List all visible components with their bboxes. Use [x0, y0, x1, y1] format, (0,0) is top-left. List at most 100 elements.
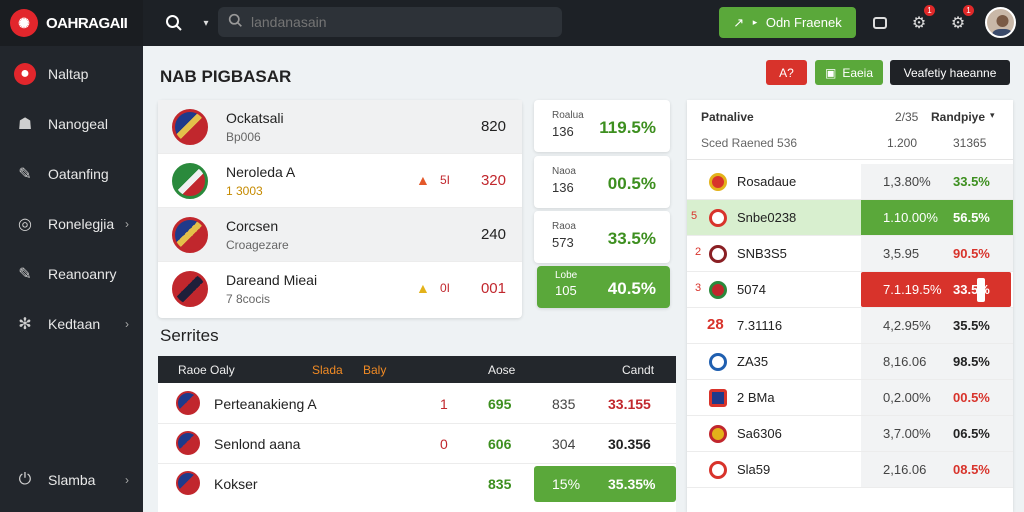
- row-a: 0: [440, 436, 448, 452]
- rank-v2: 00.5%: [953, 390, 990, 405]
- ranking-title: Patnalive: [701, 110, 754, 124]
- settings-icon: ✻: [18, 316, 32, 333]
- notification-badge: 1: [924, 5, 935, 16]
- row-shade: [861, 164, 1013, 199]
- team-crest-icon: [176, 471, 200, 495]
- row-shade: [861, 380, 1013, 415]
- table-row[interactable]: Sa6306 3,7.00% 06.5%: [687, 416, 1013, 452]
- action-button-2[interactable]: ▣ Eaeia: [815, 60, 883, 85]
- row-highlight: [534, 466, 676, 502]
- odds-card-highlight[interactable]: Lobe 105 40.5%: [537, 266, 670, 308]
- chevron-down-icon[interactable]: ▾: [203, 17, 209, 29]
- sidebar-item-ronelegjia[interactable]: ◎ Ronelegjia ›: [0, 202, 143, 246]
- row-c: 15%: [552, 476, 581, 492]
- inbox-icon[interactable]: [866, 9, 894, 37]
- header-col-2[interactable]: Slada: [312, 363, 343, 377]
- whistle-icon: ✎: [18, 266, 32, 283]
- series-table-header: Raoe Oaly Slada Baly Aose Candt: [158, 356, 676, 383]
- match-row[interactable]: Neroleda A 1 3003 ▲ 5I 320: [158, 154, 522, 208]
- table-row[interactable]: 28 7.31116 4,2.95% 35.5%: [687, 308, 1013, 344]
- table-row[interactable]: Rosadaue 1,3.80% 33.5%: [687, 164, 1013, 200]
- gear-icon[interactable]: ⚙ 1: [944, 5, 974, 37]
- team-crest-icon: [709, 209, 727, 227]
- header-col-5[interactable]: Candt: [622, 363, 655, 377]
- search-bar[interactable]: [218, 7, 562, 37]
- scroll-handle[interactable]: [977, 278, 985, 302]
- rank-v1: 4,2.95%: [883, 318, 931, 333]
- sidebar-footer-label: Slamba: [48, 472, 96, 488]
- sidebar-item-label: Reanoanry: [48, 266, 117, 282]
- rank-team: Snbe0238: [737, 210, 797, 225]
- match-row[interactable]: Dareand Mieai 7 8cocis ▲ 0I 001: [158, 262, 522, 316]
- odds-card[interactable]: Naoa 136 00.5%: [534, 156, 670, 208]
- brand-logo-icon: ✺: [10, 9, 38, 37]
- home-icon: ●: [14, 63, 36, 85]
- top-bar: ✺ OAHRAGAII ▾ ↗ ▸ Odn Fraenek ⚙1 ⚙1: [0, 0, 1024, 46]
- odds-number: 573: [552, 235, 574, 250]
- sidebar-item-kedtaan[interactable]: ✻ Kedtaan ›: [0, 302, 143, 346]
- odds-number: 136: [552, 180, 574, 195]
- team-crest-icon: [172, 108, 208, 145]
- table-row[interactable]: Sla59 2,16.06 08.5%: [687, 452, 1013, 488]
- sidebar-item-reanoanry[interactable]: ✎ Reanoanry: [0, 252, 143, 296]
- sidebar: ● Naltap ☗ Nanogeal ✎ Oatanfing ◎ Ronele…: [0, 46, 143, 512]
- rank-v1: 1.10.00%: [883, 210, 938, 225]
- rank-v2: 90.5%: [953, 246, 990, 261]
- sidebar-item-nanogeal[interactable]: ☗ Nanogeal: [0, 102, 143, 146]
- ranking-col-1[interactable]: 2/35: [895, 110, 919, 124]
- table-row[interactable]: Senlond aana 0 606 304 30.356: [158, 424, 676, 464]
- team-crest-icon: [709, 353, 727, 371]
- sidebar-item-oatanfing[interactable]: ✎ Oatanfing: [0, 152, 143, 196]
- rank-team: Sa6306: [737, 426, 782, 441]
- match-value: 240: [480, 226, 506, 243]
- header-cta-button[interactable]: ↗ ▸ Odn Fraenek: [719, 7, 856, 38]
- match-row[interactable]: Ockatsali Bp006 820: [158, 100, 522, 154]
- row-shade: [861, 452, 1013, 487]
- team-crest-icon: [709, 245, 727, 263]
- trophy-icon: ▲: [416, 280, 430, 296]
- action-button-1[interactable]: A?: [766, 60, 807, 85]
- header-col-3[interactable]: Baly: [363, 363, 387, 377]
- match-name: Neroleda A: [226, 164, 296, 180]
- table-row[interactable]: 5 Snbe0238 1.10.00% 56.5%: [687, 200, 1013, 236]
- sidebar-item-slamba[interactable]: ⏻ Slamba ›: [0, 458, 143, 502]
- ranking-subtitle: Sced Raened 536: [701, 136, 798, 150]
- table-row[interactable]: ZA35 8,16.06 98.5%: [687, 344, 1013, 380]
- header-col-1[interactable]: Raoe Oaly: [178, 363, 235, 377]
- odds-number: 105: [555, 283, 577, 298]
- odds-card[interactable]: Roalua 136 119.5%: [534, 100, 670, 152]
- table-row[interactable]: Kokser 835 15% 35.35%: [158, 464, 676, 504]
- avatar[interactable]: [985, 7, 1016, 38]
- brand[interactable]: ✺ OAHRAGAII: [0, 0, 143, 46]
- ranking-header: Patnalive Sced Raened 536 2/35 1.200 Ran…: [687, 100, 1013, 160]
- odds-card[interactable]: Raoa 573 33.5%: [534, 211, 670, 263]
- sidebar-item-naltap[interactable]: ● Naltap: [0, 52, 143, 96]
- ranking-table: Patnalive Sced Raened 536 2/35 1.200 Ran…: [687, 100, 1013, 512]
- rank-team: 7.31116: [737, 318, 783, 333]
- cta-chevron-icon: ▸: [752, 17, 758, 27]
- row-d: 30.356: [608, 436, 651, 452]
- search-icon[interactable]: [160, 9, 188, 37]
- rank-number: 5: [691, 210, 698, 222]
- matches-card: Ockatsali Bp006 820 Neroleda A 1 3003 ▲ …: [158, 100, 522, 318]
- team-crest-icon: [709, 173, 727, 191]
- table-row[interactable]: Perteanakieng A 1 695 835 33.155: [158, 384, 676, 424]
- table-row[interactable]: 3 5074 7.1.19.5% 33.5%: [687, 272, 1013, 308]
- search-input[interactable]: [251, 14, 551, 30]
- ranking-col-2[interactable]: Randpiye: [931, 110, 986, 124]
- table-row[interactable]: 2 BMa 0,2.00% 00.5%: [687, 380, 1013, 416]
- row-highlight: [861, 200, 1013, 235]
- rank-v2: 08.5%: [953, 462, 990, 477]
- rank-v2: 98.5%: [953, 354, 990, 369]
- table-row[interactable]: 2 SNB3S5 3,5.95 90.5%: [687, 236, 1013, 272]
- rank-team: 5074: [737, 282, 766, 297]
- action-button-3[interactable]: Veafetiy haeanne: [890, 60, 1010, 85]
- rank-team: Rosadaue: [737, 174, 797, 189]
- notification-badge-2: 1: [963, 5, 974, 16]
- users-icon[interactable]: ⚙ 1: [905, 5, 935, 37]
- chevron-down-icon[interactable]: ▾: [990, 110, 995, 120]
- match-row[interactable]: Corcsen Croagezare 240: [158, 208, 522, 262]
- match-name: Dareand Mieai: [226, 272, 318, 288]
- match-name: Ockatsali: [226, 110, 284, 126]
- header-col-4[interactable]: Aose: [488, 363, 516, 377]
